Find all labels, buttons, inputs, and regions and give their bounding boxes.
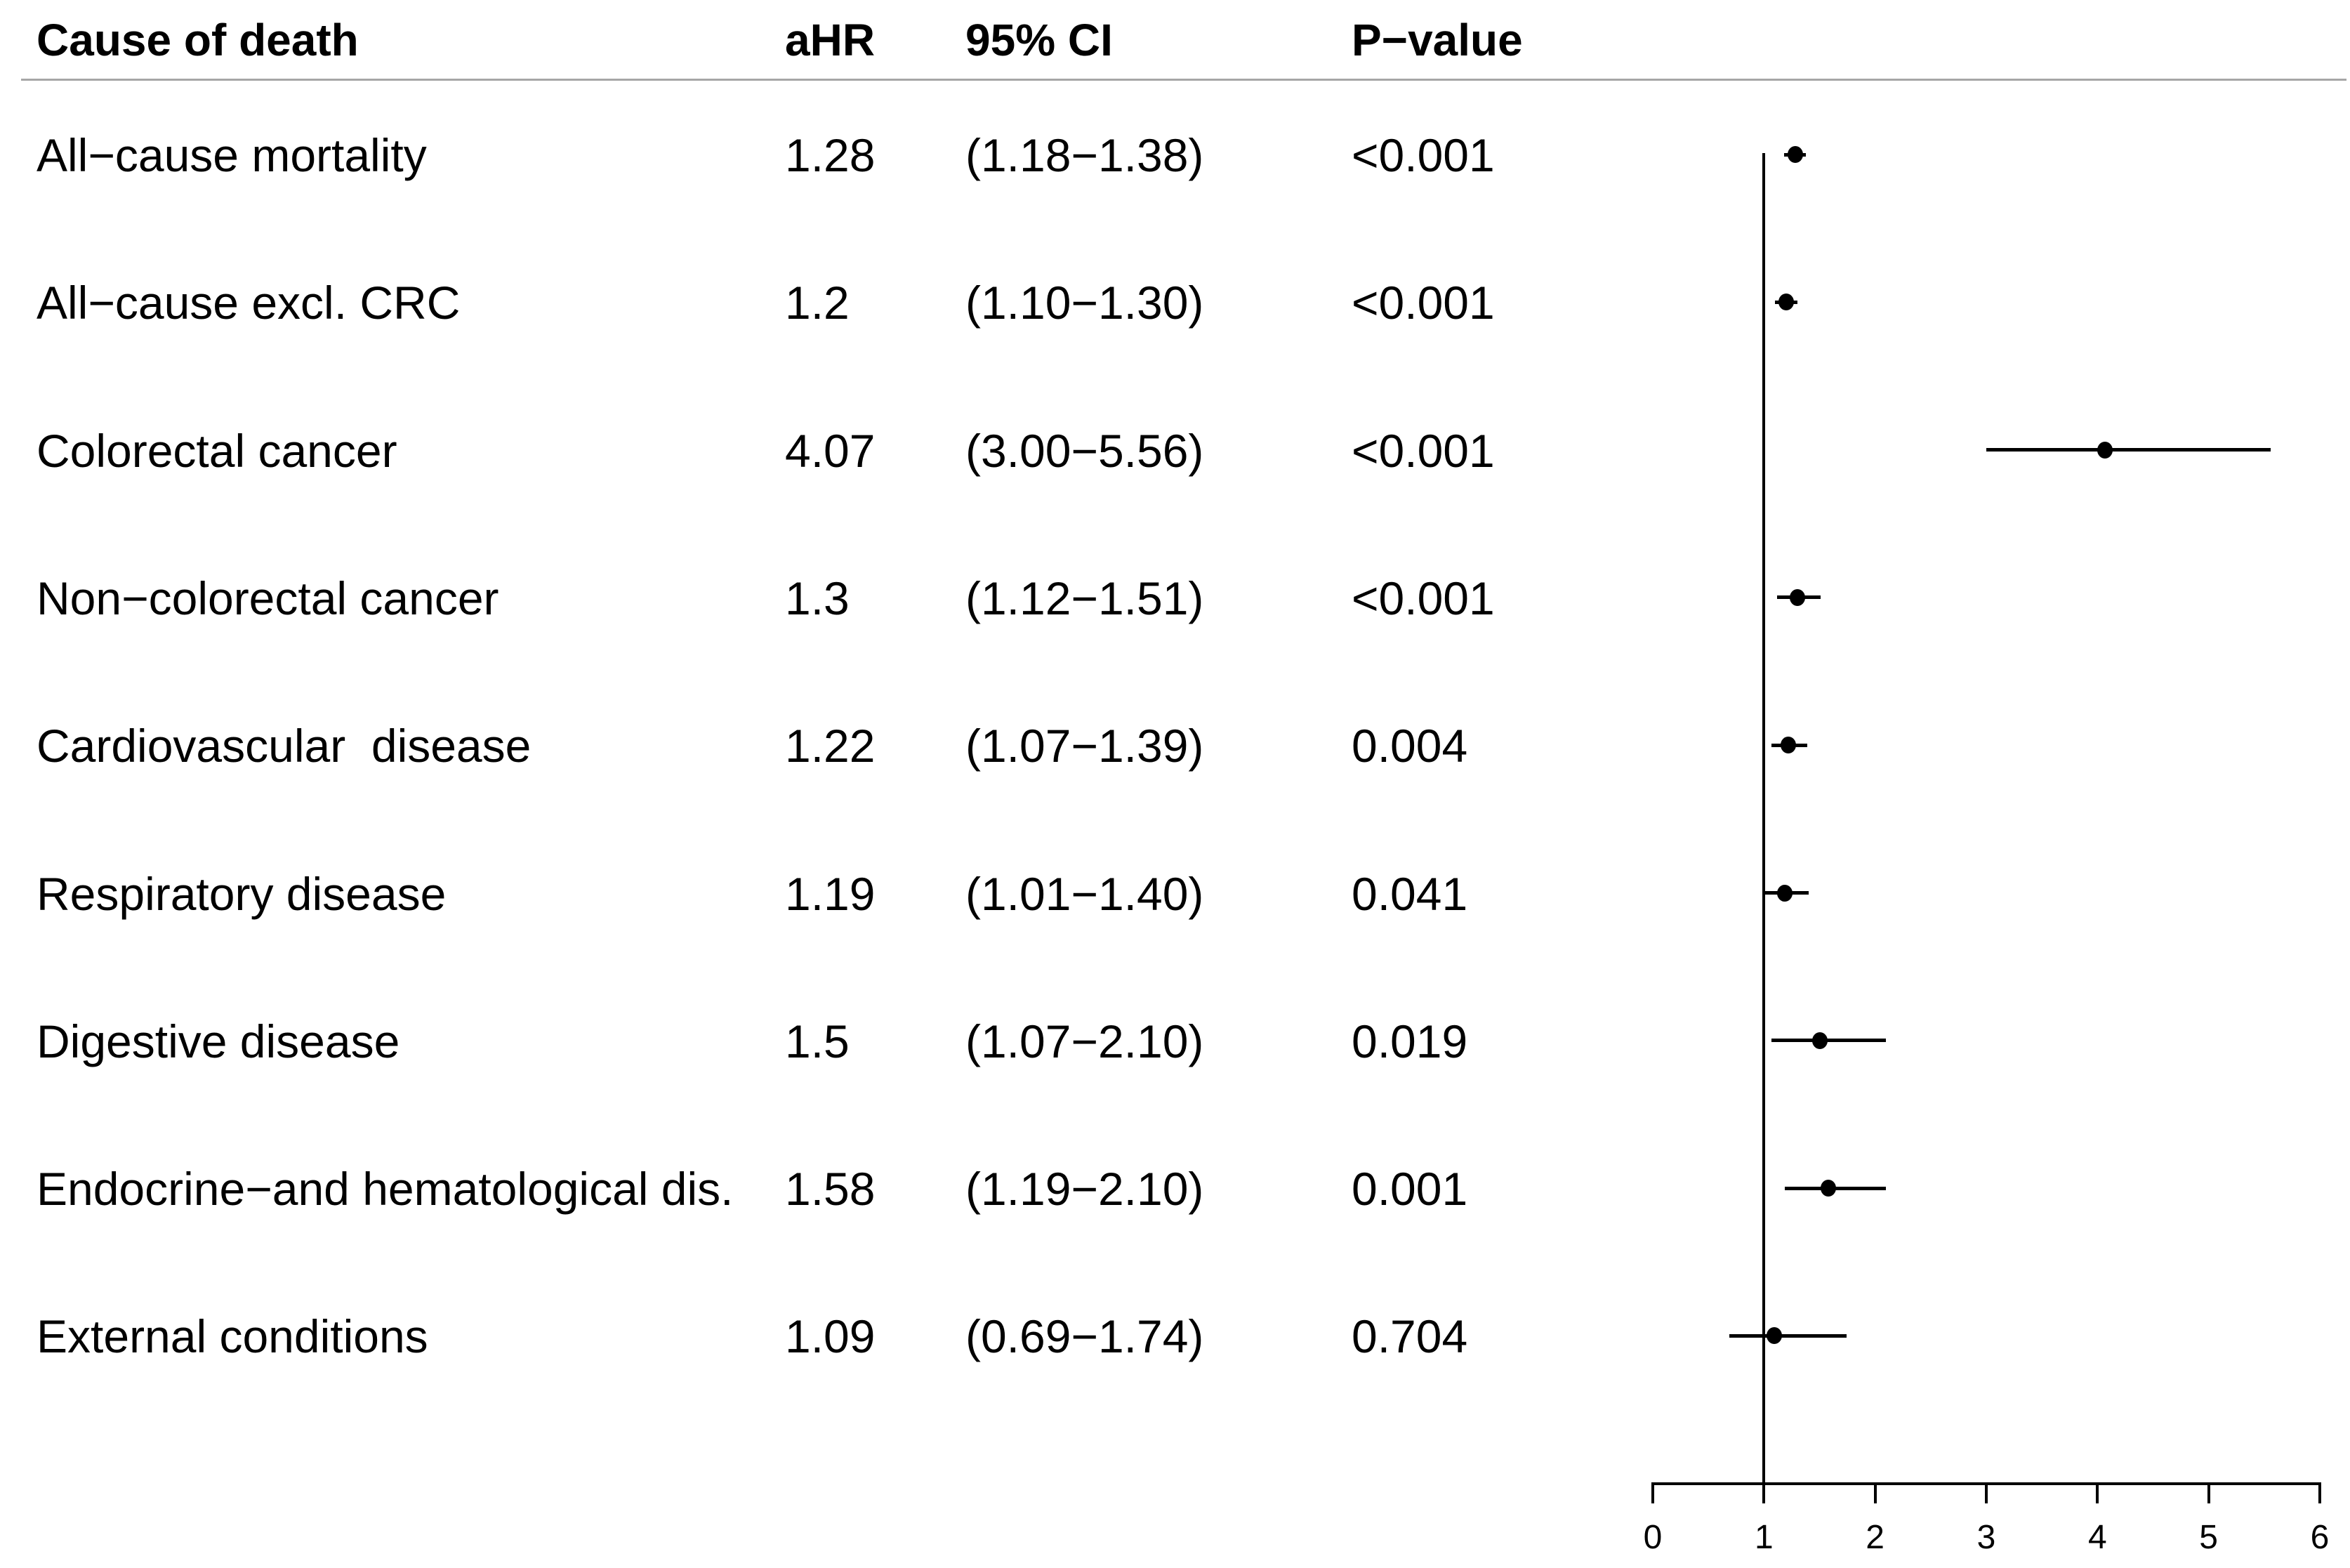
- ci-whisker: [1729, 1333, 1847, 1338]
- table-row: All−cause mortality 1.28 (1.18−1.38) <0.001: [0, 132, 1653, 178]
- point-marker: [2097, 441, 2113, 459]
- ahr-value: 1.3: [785, 572, 850, 624]
- cause-label: Colorectal cancer: [37, 424, 397, 477]
- p-value: <0.001: [1352, 572, 1495, 624]
- ahr-value: 4.07: [785, 424, 876, 477]
- p-value: 0.041: [1352, 867, 1468, 920]
- table-row: Colorectal cancer 4.07 (3.00−5.56) <0.001: [0, 428, 1653, 474]
- cause-label: Non−colorectal cancer: [37, 572, 499, 624]
- ci-value: (3.00−5.56): [965, 424, 1204, 477]
- x-axis-tick: [1762, 1484, 1766, 1503]
- table-row: All−cause excl. CRC 1.2 (1.10−1.30) <0.001: [0, 279, 1653, 326]
- ci-value: (0.69−1.74): [965, 1310, 1204, 1363]
- ci-whisker: [1986, 448, 2271, 452]
- ci-whisker: [1771, 1039, 1887, 1043]
- p-value: 0.004: [1352, 720, 1468, 772]
- x-axis-tick-label: 4: [2087, 1519, 2107, 1556]
- cause-label: External conditions: [37, 1310, 428, 1363]
- x-axis-tick: [2096, 1484, 2099, 1503]
- table-row: Digestive disease 1.5 (1.07−2.10) 0.019: [0, 1018, 1653, 1065]
- table-row: Cardiovascular disease 1.22 (1.07−1.39) 0.0…: [0, 723, 1653, 769]
- x-axis-tick-label: 5: [2199, 1519, 2218, 1556]
- cause-label: All−cause excl. CRC: [37, 277, 461, 329]
- p-value: 0.001: [1352, 1163, 1468, 1215]
- p-value: 0.704: [1352, 1310, 1468, 1363]
- point-marker: [1781, 737, 1797, 754]
- table-row: External conditions 1.09 (0.69−1.74) 0.704: [0, 1313, 1653, 1359]
- x-axis-tick: [1985, 1484, 1988, 1503]
- ahr-value: 1.5: [785, 1015, 850, 1067]
- table-row: Respiratory disease 1.19 (1.01−1.40) 0.041: [0, 871, 1653, 917]
- column-header-p-value: P−value: [1352, 15, 1523, 65]
- x-axis-tick-label: 0: [1643, 1519, 1663, 1556]
- cause-label: Cardiovascular disease: [37, 720, 532, 772]
- x-axis-tick: [1651, 1484, 1654, 1503]
- forest-plot-area: 0 1 2 3 4 5 6: [1644, 0, 2329, 1568]
- x-axis-tick-label: 2: [1866, 1519, 1884, 1556]
- cause-label: Endocrine−and hematological dis.: [37, 1163, 734, 1215]
- table-row: Non−colorectal cancer 1.3 (1.12−1.51) <0.00…: [0, 575, 1653, 621]
- point-marker: [1811, 1032, 1828, 1049]
- ahr-value: 1.19: [785, 867, 876, 920]
- point-marker: [1766, 1327, 1782, 1345]
- x-axis-tick-label: 3: [1976, 1519, 1996, 1556]
- x-axis-tick: [2318, 1484, 2321, 1503]
- ci-value: (1.18−1.38): [965, 129, 1204, 181]
- column-header-cause-of-death: Cause of death: [37, 15, 359, 65]
- ahr-value: 1.28: [785, 129, 876, 181]
- header-separator-line: [21, 79, 2346, 81]
- ahr-value: 1.09: [785, 1310, 876, 1363]
- cause-label: All−cause mortality: [37, 129, 427, 181]
- x-axis-tick: [2207, 1484, 2210, 1503]
- x-axis-tick-label: 1: [1754, 1519, 1774, 1556]
- point-marker: [1787, 146, 1803, 163]
- x-axis-tick-label: 6: [2310, 1519, 2330, 1556]
- cause-label: Respiratory disease: [37, 867, 447, 920]
- ci-value: (1.10−1.30): [965, 277, 1204, 329]
- reference-line: [1762, 153, 1766, 1503]
- ci-value: (1.19−2.10): [965, 1163, 1204, 1215]
- ahr-value: 1.2: [785, 277, 850, 329]
- ahr-value: 1.58: [785, 1163, 876, 1215]
- point-marker: [1778, 294, 1794, 311]
- point-marker: [1821, 1180, 1837, 1197]
- p-value: <0.001: [1352, 277, 1495, 329]
- ci-value: (1.01−1.40): [965, 867, 1204, 920]
- cause-label: Digestive disease: [37, 1015, 400, 1067]
- ci-value: (1.07−2.10): [965, 1015, 1204, 1067]
- p-value: <0.001: [1352, 129, 1495, 181]
- table-row: Endocrine−and hematological dis. 1.58 (1.1…: [0, 1166, 1653, 1212]
- point-marker: [1789, 588, 1805, 606]
- point-marker: [1777, 884, 1793, 902]
- ci-value: (1.12−1.51): [965, 572, 1204, 624]
- column-header-ahr: aHR: [785, 15, 876, 65]
- column-header-95ci: 95% CI: [965, 15, 1113, 65]
- x-axis-tick: [1873, 1484, 1877, 1503]
- ahr-value: 1.22: [785, 720, 876, 772]
- p-value: 0.019: [1352, 1015, 1468, 1067]
- ci-value: (1.07−1.39): [965, 720, 1204, 772]
- p-value: <0.001: [1352, 424, 1495, 477]
